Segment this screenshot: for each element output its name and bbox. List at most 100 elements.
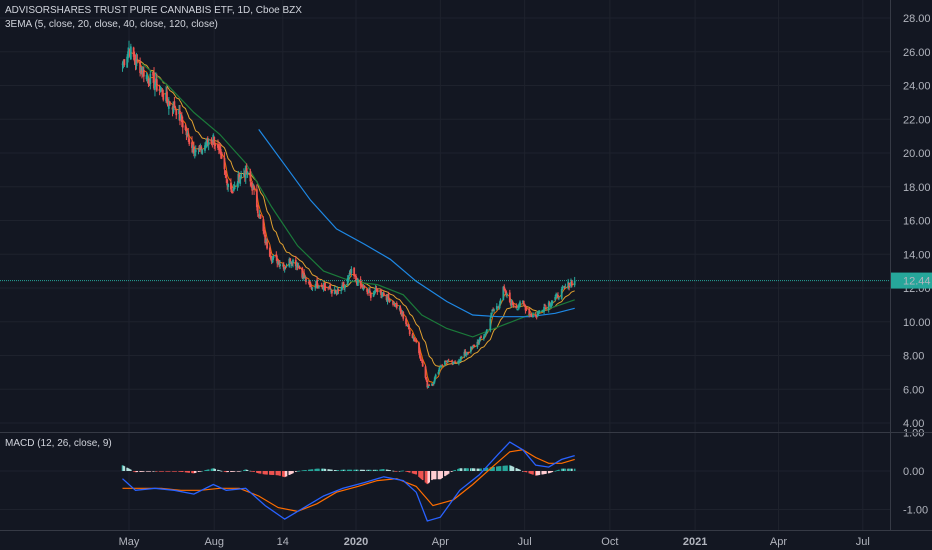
candle-body bbox=[175, 109, 178, 116]
macd-histogram-bar bbox=[441, 471, 443, 478]
candle-body bbox=[231, 191, 234, 193]
macd-histogram-bar bbox=[146, 471, 149, 472]
macd-histogram-bar bbox=[321, 468, 324, 471]
macd-histogram-bar bbox=[522, 471, 525, 472]
macd-histogram-bar bbox=[211, 468, 214, 471]
candle-body bbox=[191, 142, 193, 148]
macd-histogram-bar bbox=[558, 469, 560, 471]
macd-histogram-bar bbox=[432, 471, 434, 480]
macd-histogram-bar bbox=[421, 471, 424, 481]
candle-body bbox=[450, 360, 453, 362]
macd-histogram-bar bbox=[328, 469, 330, 471]
candle-body bbox=[573, 280, 576, 286]
candle-body bbox=[519, 301, 521, 307]
candle-body bbox=[516, 308, 519, 310]
candle-body bbox=[367, 292, 369, 294]
candle-body bbox=[174, 109, 177, 110]
candle-body bbox=[152, 72, 154, 76]
macd-histogram-bar bbox=[512, 466, 515, 471]
candle-body bbox=[541, 310, 544, 312]
macd-histogram-bar bbox=[466, 468, 468, 471]
candle-body bbox=[432, 381, 435, 385]
macd-histogram-bar bbox=[204, 470, 206, 471]
macd-histogram-bar bbox=[173, 471, 176, 472]
candle-body bbox=[510, 300, 513, 306]
candle-body bbox=[188, 138, 191, 144]
candle-body bbox=[459, 356, 462, 362]
candle-body bbox=[454, 361, 457, 363]
macd-histogram-bar bbox=[298, 470, 301, 472]
macd-histogram-bar bbox=[511, 466, 514, 471]
macd-histogram-bar bbox=[426, 471, 429, 485]
candle-body bbox=[431, 383, 433, 386]
macd-histogram-bar bbox=[499, 466, 502, 471]
candle-body bbox=[185, 129, 188, 135]
candle-body bbox=[341, 285, 344, 290]
candle-body bbox=[155, 79, 158, 91]
candle-body bbox=[560, 288, 563, 299]
macd-histogram-bar bbox=[509, 465, 511, 471]
macd-histogram-bar bbox=[136, 471, 139, 473]
candle-body bbox=[452, 361, 455, 365]
macd-histogram-bar bbox=[492, 467, 494, 471]
candle-body bbox=[147, 78, 150, 84]
candle-body bbox=[275, 254, 278, 258]
macd-histogram-bar bbox=[525, 471, 528, 473]
candle-body bbox=[497, 306, 500, 308]
candle-body bbox=[544, 305, 546, 307]
macd-histogram-bar bbox=[276, 471, 279, 476]
ema-20-line bbox=[133, 58, 575, 367]
candle-body bbox=[277, 261, 280, 265]
macd-histogram-bar bbox=[490, 467, 493, 471]
candle-body bbox=[440, 365, 443, 367]
macd-pane bbox=[121, 441, 576, 522]
candle-body bbox=[570, 282, 572, 287]
macd-histogram-bar bbox=[496, 466, 499, 471]
macd-histogram-bar bbox=[420, 471, 423, 480]
macd-histogram-bar bbox=[503, 465, 506, 471]
candle-body bbox=[382, 292, 385, 297]
macd-histogram-bar bbox=[175, 471, 178, 472]
macd-histogram-bar bbox=[329, 469, 331, 471]
candle-body bbox=[297, 266, 300, 268]
macd-histogram-bar bbox=[317, 468, 319, 471]
macd-histogram-bar bbox=[301, 470, 304, 472]
macd-histogram-bar bbox=[159, 471, 162, 472]
candle-body bbox=[333, 289, 336, 295]
macd-histogram-bar bbox=[129, 469, 131, 471]
macd-histogram-bar bbox=[359, 469, 362, 471]
candle-body bbox=[446, 360, 449, 363]
candle-body bbox=[198, 145, 201, 150]
macd-histogram-bar bbox=[556, 470, 558, 471]
macd-y-tick-label: 0.00 bbox=[903, 466, 924, 478]
macd-histogram-bar bbox=[369, 469, 371, 471]
candle-body bbox=[406, 324, 408, 326]
x-tick-label: 14 bbox=[277, 536, 289, 548]
macd-histogram-bar bbox=[437, 471, 440, 480]
macd-histogram-bar bbox=[277, 471, 279, 476]
candle-body bbox=[460, 356, 463, 358]
candle-body bbox=[537, 312, 540, 315]
macd-histogram-bar bbox=[519, 469, 521, 471]
candle-body bbox=[381, 295, 383, 297]
candle-body bbox=[555, 294, 558, 297]
macd-histogram-bar bbox=[307, 469, 310, 471]
candle-body bbox=[373, 292, 376, 295]
macd-histogram-bar bbox=[282, 471, 285, 477]
macd-histogram-bar bbox=[168, 471, 171, 472]
macd-histogram-bar bbox=[288, 471, 291, 475]
macd-histogram-bar bbox=[213, 468, 216, 471]
candle-body bbox=[168, 101, 171, 106]
candle-body bbox=[327, 287, 330, 289]
macd-histogram-bar bbox=[459, 468, 462, 471]
macd-histogram-bar bbox=[408, 471, 411, 473]
macd-histogram-bar bbox=[407, 471, 409, 472]
macd-histogram-bar bbox=[327, 469, 330, 471]
macd-histogram-bar bbox=[418, 471, 420, 477]
y-tick-label: 26.00 bbox=[903, 47, 931, 59]
candle-body bbox=[538, 311, 541, 313]
x-tick-label: Aug bbox=[204, 536, 224, 548]
macd-histogram-bar bbox=[445, 471, 447, 476]
